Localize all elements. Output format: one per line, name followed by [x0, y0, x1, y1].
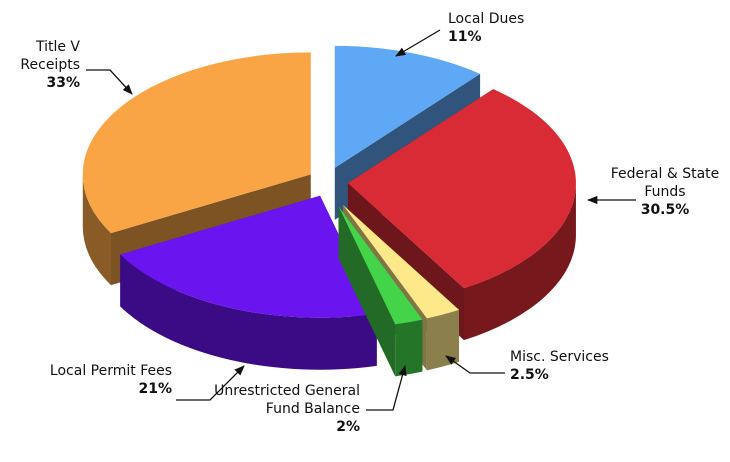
leader-arrow — [86, 69, 133, 95]
slice-wall — [120, 254, 377, 370]
slice-top — [82, 52, 311, 234]
value-label: 2% — [336, 419, 360, 435]
value-label: 2.5% — [510, 367, 549, 383]
slice-side — [338, 206, 396, 377]
slice — [338, 206, 423, 377]
value-label: 30.5% — [640, 202, 690, 218]
slice-wall — [82, 174, 111, 286]
slice-label: Title V Receipts 33% — [0, 38, 80, 92]
slice-top — [338, 206, 423, 325]
value-label: 33% — [46, 75, 80, 91]
slice-label: Unrestricted General Fund Balance 2% — [200, 382, 360, 436]
category-name: Misc. Services — [510, 349, 609, 365]
category-name: Federal & State Funds — [610, 166, 720, 200]
category-name: Title V Receipts — [20, 39, 80, 73]
value-label: 21% — [138, 381, 172, 397]
slice-label: Local Permit Fees 21% — [40, 362, 172, 398]
slice-label: Federal & State Funds 30.5% — [610, 165, 720, 219]
slice-wall — [463, 183, 576, 341]
slice — [120, 195, 377, 370]
slice-top — [120, 195, 377, 318]
value-label: 11% — [448, 29, 482, 45]
leader-arrow — [176, 365, 245, 401]
slice-wall — [395, 319, 423, 377]
category-name: Local Dues — [448, 11, 525, 27]
slice — [347, 89, 576, 341]
leader-arrow — [366, 364, 407, 411]
slice-top — [334, 45, 481, 168]
slice-label: Local Dues 11% — [448, 10, 648, 46]
leader-arrow — [395, 29, 441, 57]
slice-top — [347, 89, 576, 289]
slice-wall — [426, 309, 460, 371]
category-name: Local Permit Fees — [49, 363, 172, 379]
category-name: Unrestricted General Fund Balance — [214, 383, 360, 417]
slice-label: Misc. Services 2.5% — [510, 348, 630, 384]
slice-top — [342, 204, 460, 319]
leader-arrow — [445, 355, 505, 374]
